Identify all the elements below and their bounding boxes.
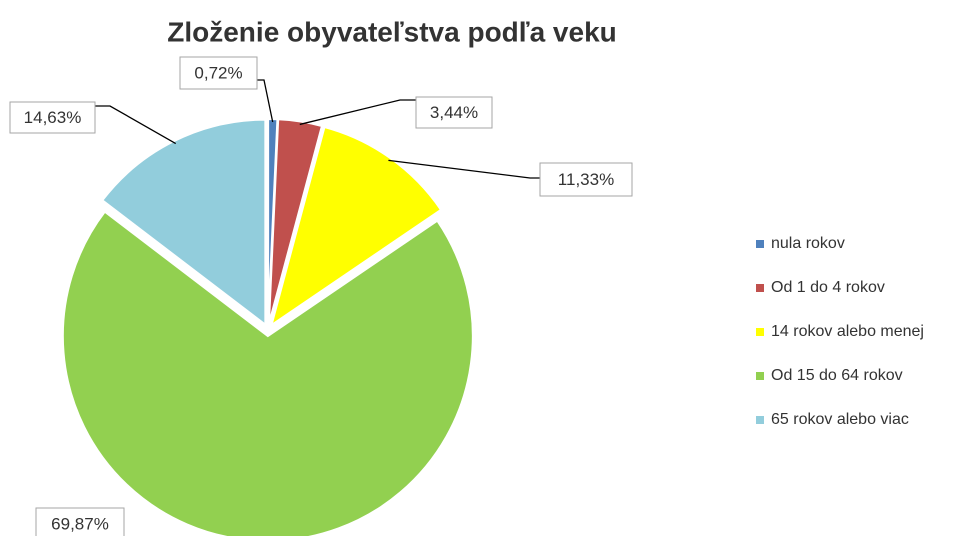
pie-slice (100, 118, 267, 327)
legend-label: Od 15 do 64 rokov (771, 367, 903, 384)
legend-marker (756, 372, 764, 380)
data-label-box (9, 101, 96, 134)
pie-slice (267, 118, 324, 325)
data-label: 11,33% (558, 170, 614, 189)
legend-label: Od 1 do 4 rokov (771, 279, 885, 296)
legend-label: 65 rokov alebo viac (771, 411, 909, 428)
legend-marker (756, 240, 764, 248)
legend-label: nula rokov (771, 235, 845, 252)
leader-line (388, 159, 540, 179)
legend-marker (756, 416, 764, 424)
leader-line (257, 79, 274, 123)
data-label: 14,63% (24, 108, 82, 127)
pie-slice (61, 210, 474, 536)
data-label-box (179, 56, 258, 90)
legend-label: 14 rokov alebo menej (771, 323, 924, 340)
data-label-box (539, 162, 633, 197)
leader-line (299, 99, 416, 126)
legend-marker (756, 284, 764, 292)
chart-title: Zloženie obyvateľstva podľa veku (167, 16, 617, 47)
data-label: 69,87% (51, 514, 109, 533)
data-label: 0,72% (194, 63, 242, 82)
data-label-box (415, 96, 493, 129)
data-label: 3,44% (430, 103, 478, 122)
pie-slice (269, 125, 443, 328)
legend-marker (756, 328, 764, 336)
leader-line (95, 105, 177, 145)
data-label-box (35, 507, 125, 536)
